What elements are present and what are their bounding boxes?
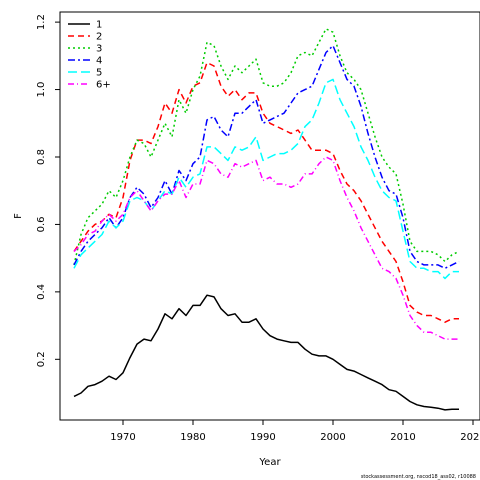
- series-layer: [73, 28, 460, 411]
- x-axis-title: Year: [258, 457, 281, 468]
- y-tick-label-0.4: 0.4: [36, 284, 47, 300]
- legend-label-6plus: 6+: [96, 80, 111, 91]
- y-axis-title: F: [13, 213, 24, 219]
- series-line-1: [73, 294, 459, 411]
- y-axis: 0.2 0.4 0.6 0.8 1.0 1.2: [36, 14, 60, 367]
- y-tick-label-1: 1.0: [36, 82, 47, 98]
- x-tick-label-1990: 1990: [250, 432, 275, 443]
- plot-frame: [59, 11, 480, 421]
- x-tick-label-2010: 2010: [390, 432, 415, 443]
- x-tick-label-1970: 1970: [110, 432, 135, 443]
- credit-text: stockassessment.org, nscod18_ass02, r100…: [361, 474, 476, 480]
- y-tick-label-1.2: 1.2: [36, 14, 47, 30]
- y-tick-label-0.6: 0.6: [36, 216, 47, 232]
- series-line-6plus: [73, 156, 459, 340]
- y-tick-label-0.8: 0.8: [36, 149, 47, 165]
- legend-label-1: 1: [96, 20, 102, 31]
- legend-label-2: 2: [96, 32, 102, 43]
- legend-label-4: 4: [96, 56, 102, 67]
- legend-label-3: 3: [96, 44, 102, 55]
- series-line-3: [73, 28, 460, 266]
- series-line-2: [73, 61, 459, 323]
- legend-label-5: 5: [96, 68, 102, 79]
- x-tick-label-1980: 1980: [180, 432, 205, 443]
- series-line-5: [73, 78, 459, 280]
- y-tick-label-0.2: 0.2: [36, 351, 47, 367]
- x-tick-label-2000: 2000: [320, 432, 345, 443]
